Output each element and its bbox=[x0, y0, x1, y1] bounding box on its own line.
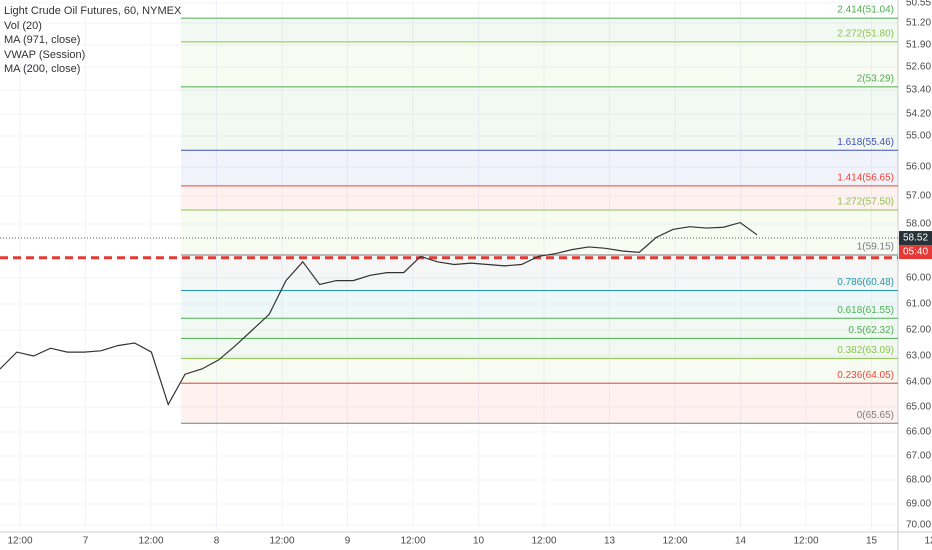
time-tick-label: 12:00 bbox=[793, 536, 818, 547]
time-tick-label: 12:00 bbox=[400, 536, 425, 547]
price-tick-label: 65.00 bbox=[906, 402, 931, 413]
fib-zone bbox=[181, 338, 898, 359]
price-tick-label: 51.20 bbox=[906, 18, 931, 29]
countdown-box bbox=[899, 245, 932, 260]
fib-zone bbox=[181, 185, 898, 210]
price-tick-label: 58.00 bbox=[906, 219, 931, 230]
fib-label: 1.272(57.50) bbox=[837, 197, 894, 208]
fib-label: 0.5(62.32) bbox=[848, 325, 894, 336]
price-tick-label: 57.00 bbox=[906, 191, 931, 202]
fib-zone bbox=[181, 255, 898, 291]
price-tick-label: 62.00 bbox=[906, 325, 931, 336]
price-tick-label: 52.60 bbox=[906, 62, 931, 73]
time-tick-label: 9 bbox=[345, 536, 351, 547]
fib-label: 0.618(61.55) bbox=[837, 305, 894, 316]
time-tick-label: 12:00 bbox=[7, 536, 32, 547]
price-tick-label: 50.55 bbox=[906, 0, 931, 9]
legend: Light Crude Oil Futures, 60, NYMEX Vol (… bbox=[4, 4, 181, 77]
fib-label: 1.618(55.46) bbox=[837, 137, 894, 148]
fib-label: 2.414(51.04) bbox=[837, 5, 894, 16]
legend-item: MA (200, close) bbox=[4, 63, 81, 75]
fib-label: 2(53.29) bbox=[857, 73, 894, 84]
price-tick-label: 64.00 bbox=[906, 377, 931, 388]
price-tick-label: 68.00 bbox=[906, 475, 931, 486]
fib-zone bbox=[181, 86, 898, 151]
legend-item: Vol (20) bbox=[4, 19, 42, 32]
time-tick-label: 8 bbox=[214, 536, 220, 547]
price-tick-label: 67.00 bbox=[906, 451, 931, 462]
price-tick-label: 61.00 bbox=[906, 299, 931, 310]
fib-zone bbox=[181, 150, 898, 186]
fib-label: 2.272(51.80) bbox=[837, 28, 894, 39]
time-tick-label: 7 bbox=[83, 536, 89, 547]
fib-label: 1.414(56.65) bbox=[837, 172, 894, 183]
legend-item: MA (971, close) bbox=[4, 34, 81, 46]
time-tick-label: 12:00 bbox=[531, 536, 556, 547]
price-tick-label: 51.90 bbox=[906, 40, 931, 51]
time-tick-label: 15 bbox=[866, 536, 878, 547]
price-tick-label: 54.20 bbox=[906, 109, 931, 120]
price-line bbox=[0, 221, 758, 407]
time-tick-label: 12:00 bbox=[662, 536, 687, 547]
fib-label: 0.786(60.48) bbox=[837, 277, 894, 288]
time-tick-label: 12:00 bbox=[138, 536, 163, 547]
fib-label: 0.236(64.05) bbox=[837, 370, 894, 381]
price-tick-label: 60.00 bbox=[906, 273, 931, 284]
fib-zone bbox=[181, 318, 898, 339]
time-tick-label: 12:00 bbox=[924, 536, 932, 547]
time-tick-label: 13 bbox=[604, 536, 616, 547]
time-tick-label: 14 bbox=[735, 536, 747, 547]
fib-label: 0.382(63.09) bbox=[837, 345, 894, 356]
time-tick-label: 10 bbox=[473, 536, 485, 547]
legend-title: Light Crude Oil Futures, 60, NYMEX bbox=[4, 5, 182, 17]
price-tick-label: 56.00 bbox=[906, 162, 931, 173]
last-price-label: 58.52 bbox=[903, 233, 928, 244]
price-tick-label: 66.00 bbox=[906, 427, 931, 438]
price-tick-label: 69.00 bbox=[906, 499, 931, 510]
fib-zone bbox=[181, 383, 898, 424]
fib-zone bbox=[181, 210, 898, 256]
fib-zone bbox=[181, 41, 898, 87]
fib-zone bbox=[181, 290, 898, 319]
legend-item: VWAP (Session) bbox=[4, 48, 86, 61]
last-price-box bbox=[899, 231, 932, 246]
fib-label: 1(59.15) bbox=[857, 242, 894, 253]
price-tick-label: 70.00 bbox=[906, 520, 931, 531]
price-tick-label: 55.00 bbox=[906, 131, 931, 142]
time-tick-label: 12:00 bbox=[269, 536, 294, 547]
fib-label: 0(65.65) bbox=[857, 410, 894, 421]
countdown-label: 05:40 bbox=[903, 247, 928, 258]
price-tick-label: 63.00 bbox=[906, 351, 931, 362]
price-tick-label: 53.40 bbox=[906, 85, 931, 96]
fib-zone bbox=[181, 358, 898, 384]
fib-zone bbox=[181, 18, 898, 42]
